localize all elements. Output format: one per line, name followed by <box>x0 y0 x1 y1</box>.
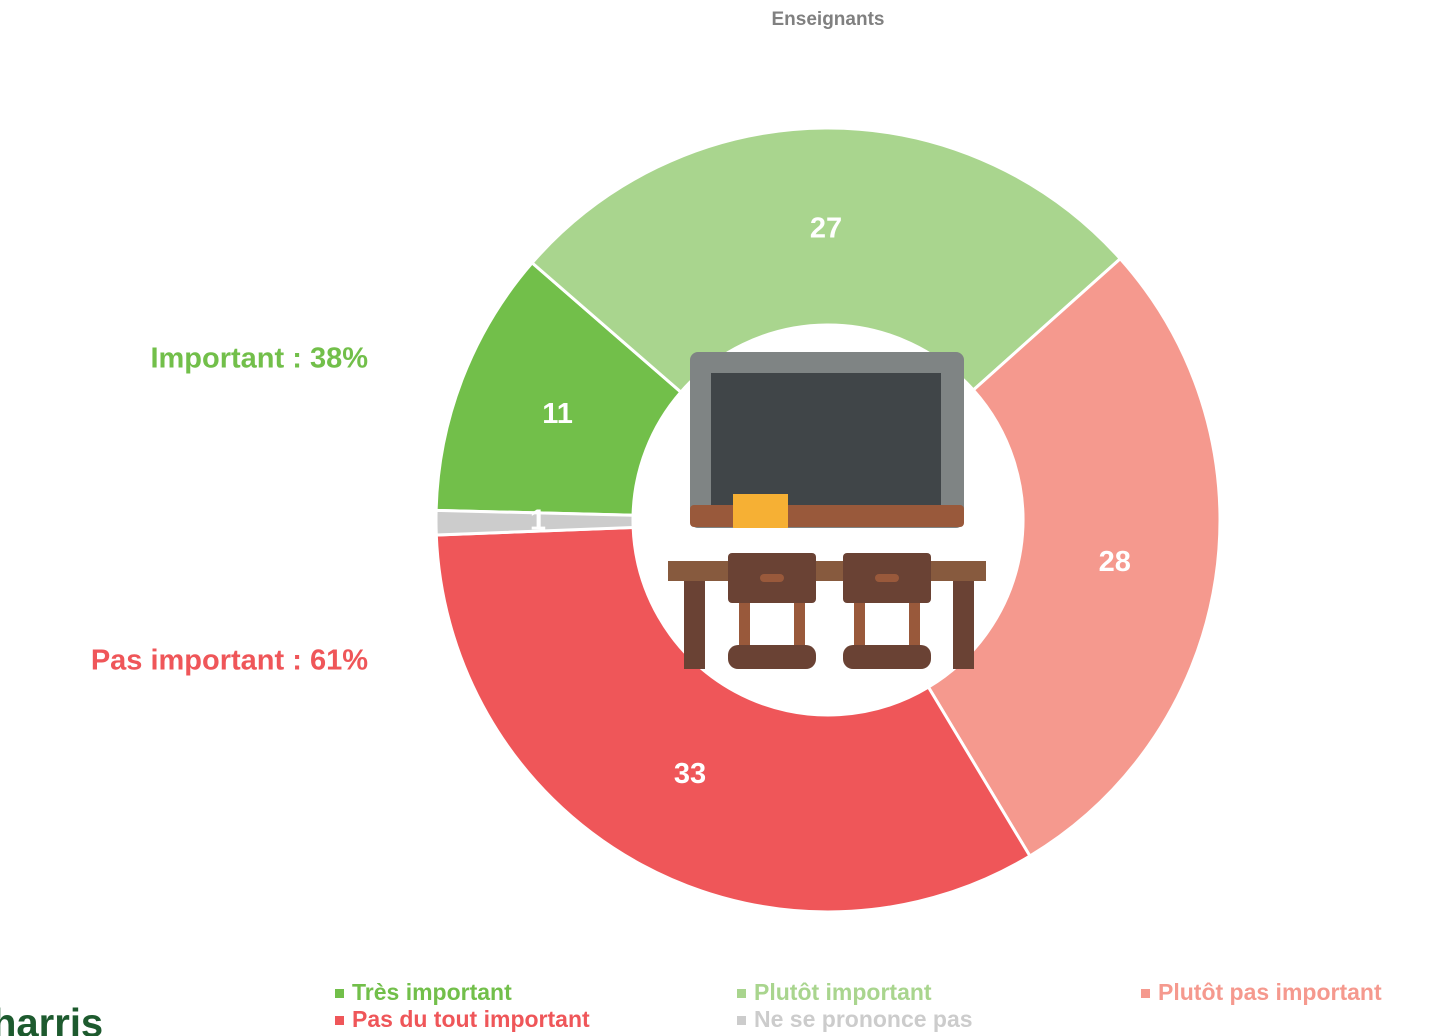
donut-slice <box>926 256 1222 859</box>
data-label: 33 <box>674 758 706 790</box>
legend-label: Ne se prononce pas <box>754 1006 973 1032</box>
donut-slice <box>434 260 683 517</box>
legend-swatch <box>335 989 344 998</box>
data-label: 11 <box>542 398 573 430</box>
legend-swatch <box>335 1016 344 1025</box>
legend-swatch <box>737 1016 746 1025</box>
donut <box>434 126 1222 914</box>
legend-label: Pas du tout important <box>352 1006 590 1032</box>
annotation: Pas important : 61% <box>91 645 368 677</box>
legend-label: Très important <box>352 979 512 1005</box>
data-label: 1 <box>530 505 546 537</box>
legend-swatch <box>737 989 746 998</box>
logo: harris <box>0 1002 103 1036</box>
annotation: Important : 38% <box>150 343 368 375</box>
classroom-icon <box>668 352 986 669</box>
donut-slice <box>530 126 1123 395</box>
data-label: 28 <box>1099 546 1131 578</box>
donut-slice <box>434 508 635 537</box>
data-label: 27 <box>810 213 842 245</box>
legend-label: Plutôt important <box>754 979 932 1005</box>
legend-label: Plutôt pas important <box>1158 979 1382 1005</box>
donut-slice <box>434 525 1032 914</box>
legend-swatch <box>1141 989 1150 998</box>
legend: Très important Plutôt important Plutôt pas… <box>335 979 1382 1032</box>
chart-title: Enseignants <box>772 9 885 30</box>
